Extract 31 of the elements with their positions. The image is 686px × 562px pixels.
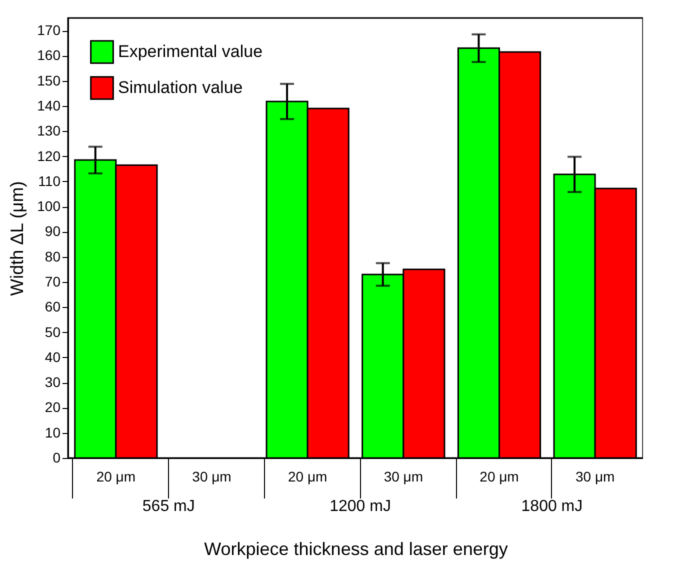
x-tick-label: 20 μm bbox=[288, 468, 328, 484]
y-tick-label: 80 bbox=[44, 248, 61, 264]
y-tick-label: 130 bbox=[37, 122, 61, 139]
text: 565 mJ bbox=[142, 498, 195, 515]
y-tick-label: 100 bbox=[37, 198, 61, 214]
y-tick-label: 70 bbox=[44, 274, 61, 290]
y-tick-label: 0 bbox=[52, 450, 61, 466]
x-tick-label: 30 μm bbox=[192, 468, 232, 484]
y-tick-label: 170 bbox=[37, 22, 61, 38]
y-tick-label: 60 bbox=[44, 298, 61, 315]
y-tick-label: 140 bbox=[37, 98, 61, 114]
text: 1800 mJ bbox=[521, 498, 583, 515]
x-tick-label: 20 μm bbox=[480, 468, 519, 484]
y-tick-label: 110 bbox=[38, 172, 61, 189]
y-tick-label: 120 bbox=[37, 148, 61, 164]
legend-label: Experimental value bbox=[118, 42, 263, 61]
y-tick-label: 20 bbox=[44, 399, 61, 416]
y-tick-label: 40 bbox=[44, 348, 61, 365]
x-tick-label: 30 μm bbox=[384, 468, 424, 484]
y-tick-label: 90 bbox=[44, 223, 61, 240]
y-tick-label: 10 bbox=[44, 424, 61, 440]
x-tick-label: 30 μm bbox=[575, 468, 615, 484]
y-tick-label: 150 bbox=[37, 72, 61, 88]
y-tick-label: 160 bbox=[37, 47, 61, 64]
text: 1200 mJ bbox=[330, 498, 391, 515]
y-axis-title: Width ΔL (μm) bbox=[7, 181, 28, 296]
x-tick-label: 20 μm bbox=[96, 468, 136, 484]
y-tick-label: 50 bbox=[44, 324, 61, 340]
legend-label: Simulation value bbox=[118, 78, 243, 97]
x-axis-title: Workpiece thickness and laser energy bbox=[204, 539, 508, 559]
y-tick-label: 30 bbox=[44, 374, 61, 390]
